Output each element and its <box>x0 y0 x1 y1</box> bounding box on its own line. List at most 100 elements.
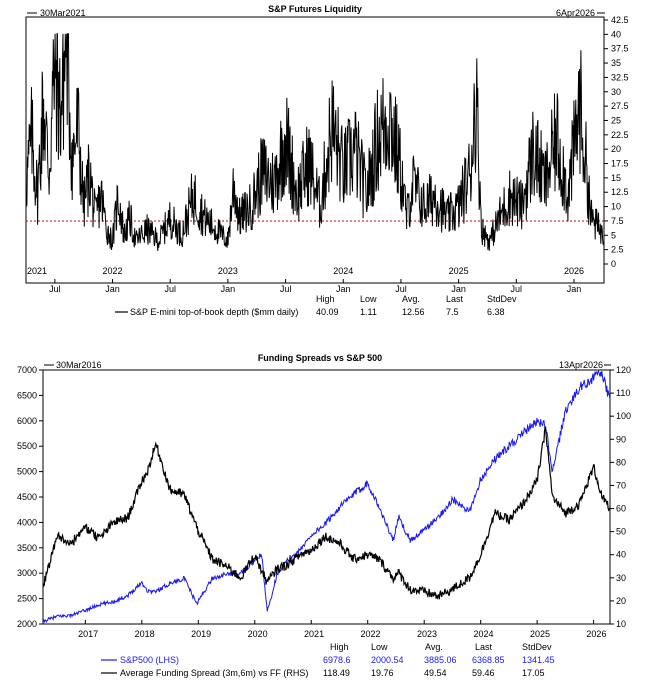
chart2-plot-frame <box>42 369 611 625</box>
chart1: S&P Futures Liquidity 30Mar2021 6Apr2026… <box>25 4 629 317</box>
chart2-y-right-tick-label: 20 <box>616 596 626 606</box>
chart2-y-right-tick-label: 120 <box>616 365 631 375</box>
chart1-stat-header-last: Last <box>446 294 464 304</box>
chart2-y-left-tick-label: 4000 <box>17 517 37 527</box>
chart2-title: Funding Spreads vs S&P 500 <box>258 353 382 363</box>
chart1-y-tick-label: 42.5 <box>611 15 629 25</box>
chart2-x-year-label: 2026 <box>586 629 606 639</box>
chart2-y-left-tick-label: 2500 <box>17 594 37 604</box>
chart2-y-right-tick-label: 110 <box>616 388 630 398</box>
chart2-sp500-line <box>42 370 611 624</box>
chart1-x-year-label: 2024 <box>333 266 353 276</box>
chart2-stat-spread-avg: 49.54 <box>424 668 447 678</box>
chart2-y-left-tick-label: 5000 <box>17 467 37 477</box>
chart2-stat-spread-stddev: 17.05 <box>522 668 545 678</box>
chart1-x-year-label: 2022 <box>103 266 123 276</box>
chart2-y-right-tick-label: 90 <box>616 434 626 444</box>
chart1-x-month-label: Jan <box>105 284 120 294</box>
chart2-x-year-label: 2018 <box>135 629 155 639</box>
chart1-stat-last: 7.5 <box>446 307 459 317</box>
chart2-y-right-tick-label: 30 <box>616 573 626 583</box>
chart2-x-year-label: 2023 <box>417 629 437 639</box>
chart2-y-right-tick-label: 100 <box>616 411 631 421</box>
chart2-y-right-tick-label: 50 <box>616 527 626 537</box>
chart1-end-label: 6Apr2026 <box>556 8 595 18</box>
chart2-stat-sp500-high: 6978.6 <box>323 655 351 665</box>
chart2-legend-label-sp500: S&P500 (LHS) <box>120 655 179 665</box>
chart1-x-month-label: Jul <box>164 284 176 294</box>
chart1-stat-header-high: High <box>316 294 335 304</box>
chart1-stat-low: 1.11 <box>360 307 377 317</box>
chart2-stat-header-low: Low <box>371 642 388 652</box>
chart1-stat-header-low: Low <box>360 294 377 304</box>
chart2-legend-label-spread: Average Funding Spread (3m,6m) vs FF (RH… <box>120 668 308 678</box>
chart1-stat-avg: 12.56 <box>402 307 425 317</box>
chart1-y-tick-label: 17.5 <box>611 159 629 169</box>
chart2-stat-header-last: Last <box>475 642 493 652</box>
chart1-y-tick-label: 27.5 <box>611 101 629 111</box>
chart1-y-tick-label: 35 <box>611 58 621 68</box>
chart2: Funding Spreads vs S&P 500 30Mar2016 13A… <box>17 353 631 678</box>
chart2-y-right-tick-label: 60 <box>616 504 626 514</box>
chart2-x-year-label: 2025 <box>530 629 550 639</box>
chart2-y-left-tick-label: 3000 <box>17 568 37 578</box>
chart2-x-year-label: 2020 <box>248 629 268 639</box>
chart1-x-month-label: Jan <box>451 284 466 294</box>
chart2-x-year-label: 2017 <box>78 629 98 639</box>
chart2-stat-spread-high: 118.49 <box>323 668 350 678</box>
chart1-y-tick-label: 5 <box>611 230 616 240</box>
chart1-x-month-label: Jul <box>49 284 61 294</box>
chart1-stat-stddev: 6.38 <box>487 307 505 317</box>
chart1-y-axis: 42.5 40 37.5 35 32.5 30 27.5 25 22.5 20 17.5 15 12.5… <box>604 15 629 269</box>
chart2-y-axis-right: 120 110 100 90 80 70 60 50 40 30 20 10 <box>610 365 631 629</box>
chart1-x-year-label: 2026 <box>564 266 584 276</box>
chart1-x-year-label: 2025 <box>449 266 469 276</box>
chart2-y-axis-left: 7000 6500 6000 5500 5000 4500 4000 3500 3000 2500… <box>17 365 43 629</box>
chart1-x-month-label: Jan <box>336 284 351 294</box>
chart2-stat-sp500-avg: 3885.06 <box>424 655 457 665</box>
chart2-funding-spread-line <box>42 426 611 600</box>
chart2-y-left-tick-label: 5500 <box>17 441 37 451</box>
chart1-x-month-label: Jan <box>221 284 236 294</box>
chart1-y-tick-label: 22.5 <box>611 130 629 140</box>
chart1-stat-high: 40.09 <box>316 307 339 317</box>
chart2-y-left-tick-label: 4500 <box>17 492 37 502</box>
chart2-end-label: 13Apr2026 <box>559 360 603 370</box>
chart2-y-right-tick-label: 70 <box>616 480 626 490</box>
chart1-y-tick-label: 37.5 <box>611 44 629 54</box>
chart1-y-tick-label: 2.5 <box>611 245 624 255</box>
chart1-y-tick-label: 32.5 <box>611 72 629 82</box>
chart1-y-tick-label: 0 <box>611 259 616 269</box>
chart1-y-tick-label: 30 <box>611 87 621 97</box>
chart1-y-tick-label: 7.5 <box>611 216 624 226</box>
chart2-stat-spread-low: 19.76 <box>371 668 394 678</box>
chart1-legend-label: S&P E-mini top-of-book depth ($mm daily) <box>130 307 298 317</box>
chart2-y-right-tick-label: 10 <box>616 619 626 629</box>
chart2-x-year-label: 2021 <box>304 629 324 639</box>
chart2-stat-header-high: High <box>330 642 349 652</box>
chart2-x-year-label: 2024 <box>473 629 493 639</box>
chart2-start-label: 30Mar2016 <box>56 360 102 370</box>
chart2-stat-spread-last: 59.46 <box>472 668 495 678</box>
chart1-y-tick-label: 15 <box>611 173 621 183</box>
chart1-x-axis: 2021 2022 2023 2024 2025 2026 Jul Jan Jul Jan Jul J… <box>27 266 584 294</box>
chart2-stat-header-avg: Avg. <box>425 642 443 652</box>
chart2-stat-sp500-last: 6368.85 <box>472 655 505 665</box>
chart1-plot-frame <box>25 16 605 284</box>
chart1-title: S&P Futures Liquidity <box>268 4 362 14</box>
chart2-y-right-tick-label: 80 <box>616 457 626 467</box>
chart2-stat-header-stddev: StdDev <box>522 642 552 652</box>
chart1-y-tick-label: 25 <box>611 115 621 125</box>
chart1-y-tick-label: 12.5 <box>611 187 629 197</box>
chart1-x-year-label: 2021 <box>27 266 47 276</box>
chart1-x-month-label: Jan <box>567 284 582 294</box>
chart1-stat-header-stddev: StdDev <box>487 294 517 304</box>
chart2-x-year-label: 2019 <box>191 629 211 639</box>
chart2-y-left-tick-label: 3500 <box>17 543 37 553</box>
chart2-y-left-tick-label: 6000 <box>17 416 37 426</box>
chart2-x-axis: 2017 2018 2019 2020 2021 2022 2023 2024 2025 2026 <box>78 620 606 639</box>
chart1-x-month-label: Jul <box>280 284 292 294</box>
chart2-y-right-tick-label: 40 <box>616 550 626 560</box>
chart1-y-tick-label: 10 <box>611 202 621 212</box>
